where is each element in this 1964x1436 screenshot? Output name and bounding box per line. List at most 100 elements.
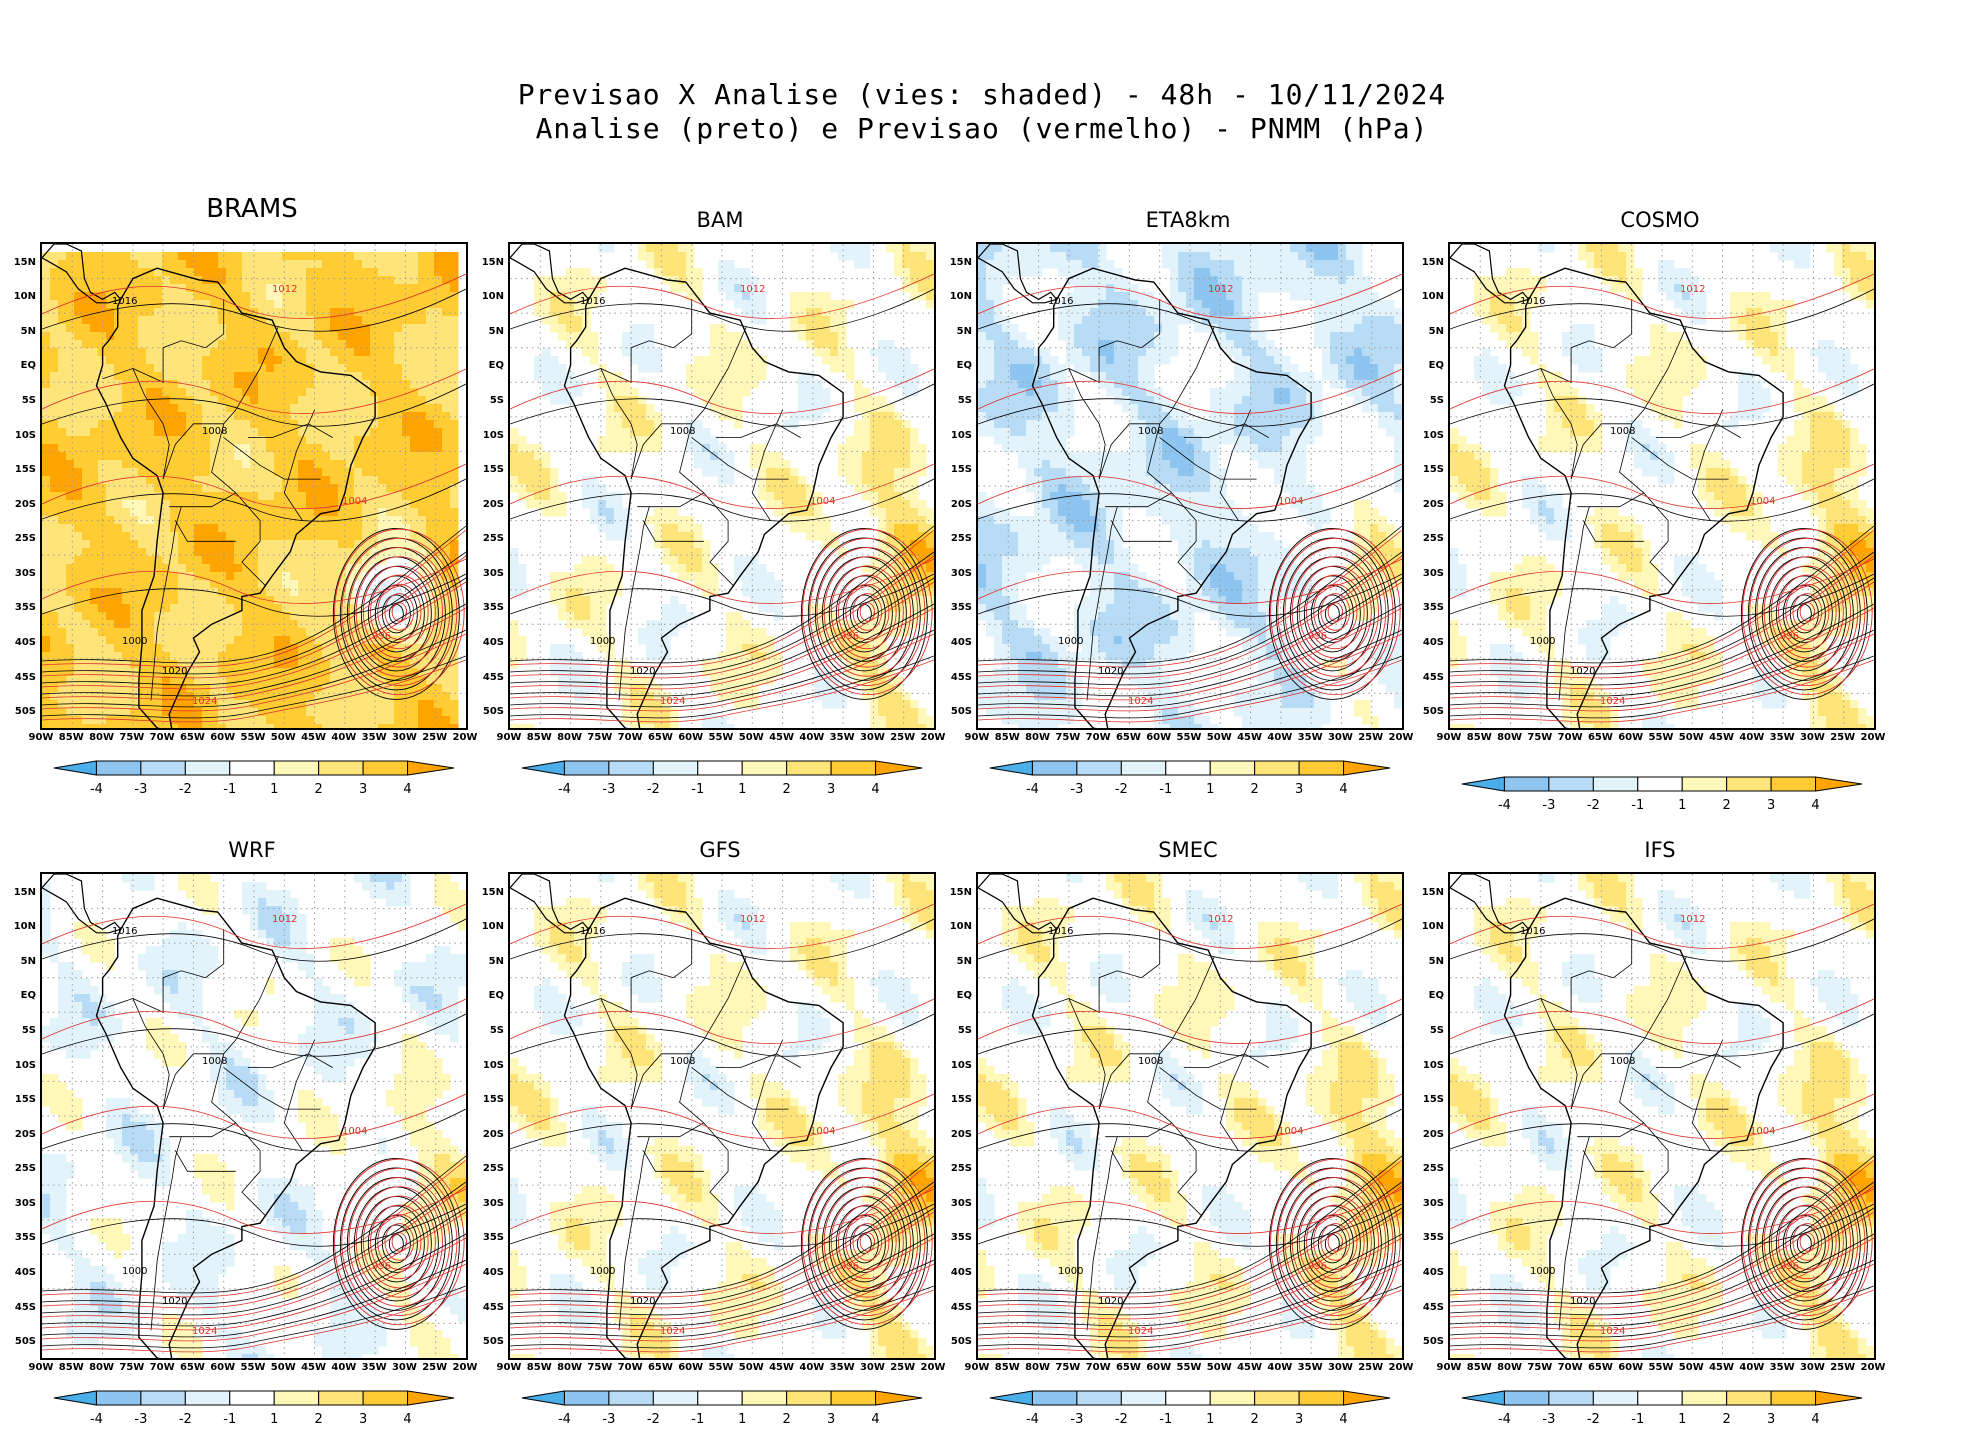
colorbar-segment (652, 760, 699, 776)
lat-tick-label: 35S (1422, 602, 1444, 614)
country-border (223, 437, 321, 480)
colorbar-segment (229, 1390, 275, 1406)
lon-tick-label: 60W (1618, 1362, 1644, 1373)
lon-tick-label: 25W (890, 732, 916, 743)
colorbar-tick-label: -1 (223, 1412, 236, 1427)
lon-tick-label: 60W (1618, 732, 1644, 743)
lat-tick-label: 45S (14, 1301, 36, 1313)
country-border (1655, 1053, 1741, 1069)
lat-tick-label: 5S (957, 395, 972, 407)
lon-tick-label: 30W (1799, 732, 1825, 743)
colorbar-tick-label: 3 (1295, 782, 1303, 797)
lat-tick-label: 5S (21, 395, 36, 407)
country-border (570, 368, 638, 480)
colorbar-segment (1548, 1390, 1594, 1406)
lat-tick-label: 50S (14, 706, 36, 718)
lon-tick-label: 40W (1739, 1362, 1765, 1373)
country-border (1510, 998, 1578, 1110)
lat-tick-label: 35S (482, 1232, 504, 1244)
south-america-coastline (563, 897, 844, 1358)
lat-tick-label: 5S (489, 1025, 504, 1037)
lat-tick-label: 50S (482, 1336, 504, 1348)
contour-label: 1016 (580, 926, 605, 937)
lon-tick-label: 20W (452, 732, 478, 743)
colorbar-tick-label: -4 (558, 782, 571, 797)
lat-tick-label: 10N (13, 921, 36, 933)
colorbar-segment (1681, 776, 1728, 792)
colorbar-segment (1503, 776, 1550, 792)
colorbar-segment (652, 1390, 699, 1406)
country-border (630, 326, 747, 480)
colorbar-segment (1254, 1390, 1300, 1406)
map-panel-brams: 1016 1012 1008 1004 1000 996 1020 1024 (40, 242, 468, 730)
contour-label: 1024 (1600, 1326, 1625, 1337)
contour-label: 996 (1308, 1261, 1327, 1272)
contour-label: 996 (1308, 631, 1327, 642)
colorbar-tick-label: 2 (1723, 798, 1731, 813)
country-border (247, 1053, 333, 1069)
lat-tick-label: 45S (482, 671, 504, 683)
colorbar-tick-label: 2 (315, 782, 323, 797)
colorbar-tick-label: -4 (1498, 798, 1511, 813)
contour-label: 1008 (670, 1056, 695, 1067)
lon-tick-label: 65W (1587, 1362, 1613, 1373)
lon-tick-label: 40W (331, 732, 357, 743)
lat-tick-label: 10N (949, 291, 972, 303)
map-svg-wrf: 1016 1012 1008 1004 1000 996 1020 1024 (42, 874, 466, 1358)
colorbar-segment (786, 1390, 832, 1406)
contour-label: 1012 (1680, 284, 1705, 295)
lat-tick-label: 35S (14, 1232, 36, 1244)
lon-tick-label: 45W (1237, 732, 1263, 743)
contour-label: 1024 (1128, 696, 1153, 707)
lon-tick-label: 80W (89, 1362, 115, 1373)
country-border (1691, 409, 1723, 521)
colorbar-segment (1461, 776, 1505, 792)
colorbar-tick-label: -1 (1631, 798, 1644, 813)
lon-tick-label: 65W (179, 732, 205, 743)
lon-tick-label: 50W (1678, 732, 1704, 743)
country-border (1540, 929, 1633, 1013)
lat-lon-grid (510, 874, 934, 1358)
colorbar-segment (53, 760, 97, 776)
country-border (169, 1122, 267, 1217)
lon-tick-label: 35W (1297, 1362, 1323, 1373)
lat-tick-label: 5N (20, 325, 36, 337)
country-border (1068, 929, 1161, 1013)
lat-tick-label: 5N (1428, 955, 1444, 967)
contour-label: 1016 (1048, 926, 1073, 937)
lat-tick-label: 40S (950, 637, 972, 649)
lat-lon-grid (42, 244, 466, 728)
lon-tick-label: 70W (149, 1362, 175, 1373)
contour-label: 1016 (1520, 296, 1545, 307)
lat-tick-label: 15S (14, 1094, 36, 1106)
lon-tick-label: 65W (179, 1362, 205, 1373)
colorbar-segment (1120, 760, 1167, 776)
country-border (1159, 437, 1257, 480)
lat-tick-label: 30S (1422, 567, 1444, 579)
lat-tick-label: 15S (1422, 464, 1444, 476)
colorbar-tick-label: -1 (691, 782, 704, 797)
contour-label: 1024 (660, 1326, 685, 1337)
lon-tick-label: 25W (422, 1362, 448, 1373)
panel-title-ifs: IFS (1644, 838, 1676, 862)
lon-tick-label: 25W (1830, 1362, 1856, 1373)
pressure-contours (978, 903, 1402, 1353)
colorbar-segment (1503, 1390, 1550, 1406)
colorbar-tick-label: 4 (1339, 782, 1347, 797)
colorbar-tick-label: 3 (827, 782, 835, 797)
lat-tick-label: 5S (957, 1025, 972, 1037)
country-border (600, 299, 693, 383)
contour-label: 1004 (810, 496, 835, 507)
colorbar-segment (1209, 760, 1256, 776)
country-border (1110, 520, 1172, 542)
lat-tick-label: 5S (1429, 1025, 1444, 1037)
colorbar-tick-label: 4 (871, 782, 879, 797)
lon-tick-label: 40W (331, 1362, 357, 1373)
colorbar-brams: -4 -3 -2 -1 1 2 3 4 (53, 760, 455, 797)
lon-tick-label: 25W (1358, 1362, 1384, 1373)
lon-tick-label: 90W (964, 732, 990, 743)
colorbar-tick-label: 3 (1767, 798, 1775, 813)
lon-tick-label: 35W (361, 732, 387, 743)
lat-tick-label: 15N (481, 256, 504, 268)
lon-tick-label: 90W (1436, 732, 1462, 743)
